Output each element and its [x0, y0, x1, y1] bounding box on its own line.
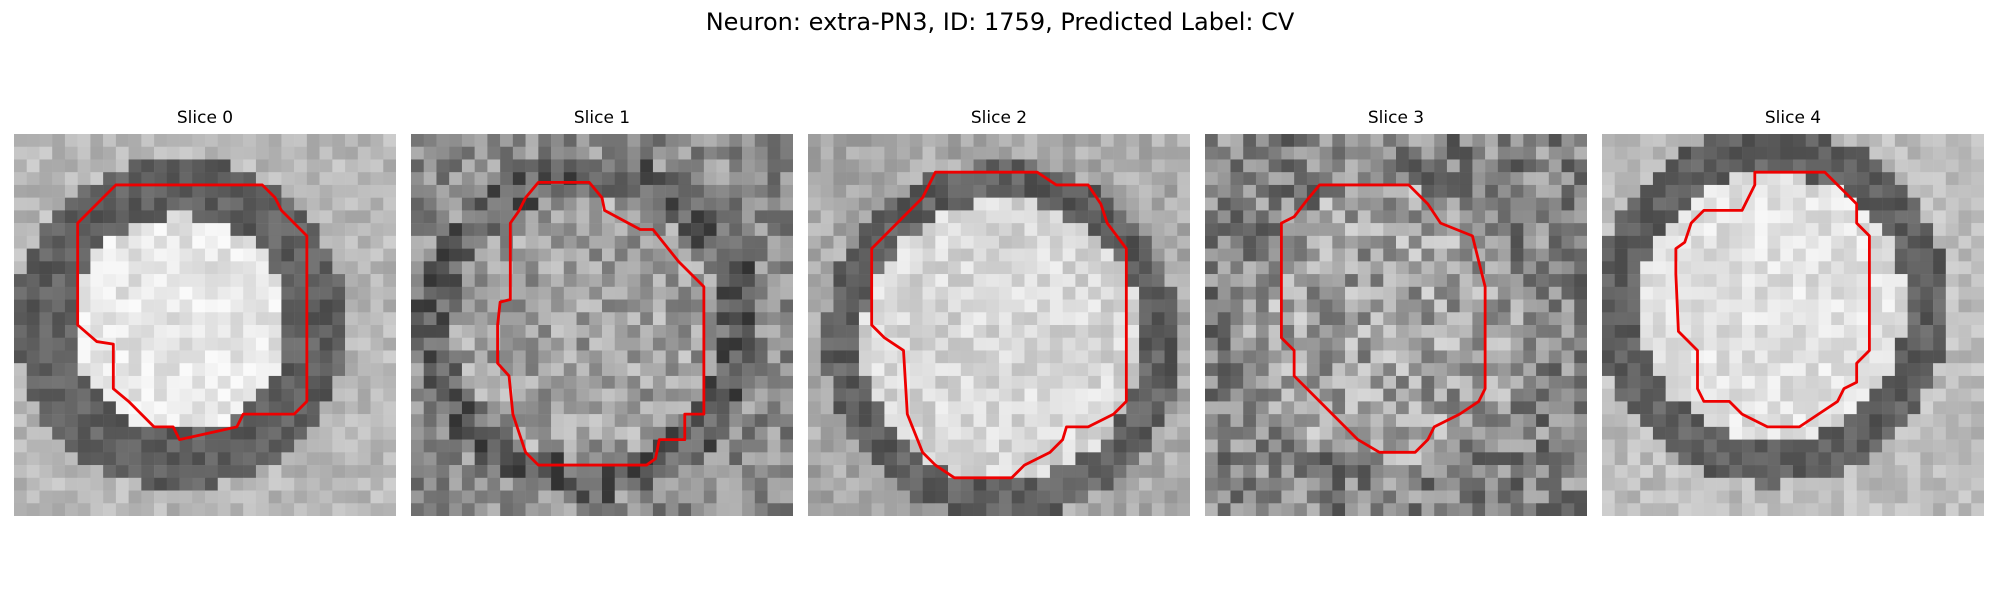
- slice-pixels: [1602, 134, 1984, 516]
- segmentation-contour: [1279, 183, 1487, 454]
- slice-2-image: [808, 134, 1190, 516]
- slice-0-image: [14, 134, 396, 516]
- slice-3-title: Slice 3: [1367, 108, 1425, 128]
- segmentation-contour: [76, 183, 309, 442]
- segmentation-contour: [870, 170, 1128, 480]
- figure-title: Neuron: extra-PN3, ID: 1759, Predicted L…: [705, 8, 1295, 36]
- slice-3-image: [1205, 134, 1587, 516]
- slice-pixels: [1205, 134, 1587, 516]
- slice-pixels: [411, 134, 793, 516]
- slice-panel-4: Slice 4: [1602, 108, 1984, 516]
- slice-panel-0: Slice 0: [14, 108, 396, 516]
- slice-4-image: [1602, 134, 1984, 516]
- slice-1-image: [411, 134, 793, 516]
- segmentation-contour: [496, 180, 706, 467]
- slice-pixels: [808, 134, 1190, 516]
- slice-pixels: [14, 134, 396, 516]
- slice-panel-2: Slice 2: [808, 108, 1190, 516]
- slice-0-title: Slice 0: [176, 108, 234, 128]
- segmentation-contour: [1674, 170, 1871, 429]
- slice-1-title: Slice 1: [573, 108, 631, 128]
- slice-panel-1: Slice 1: [411, 108, 793, 516]
- slice-4-title: Slice 4: [1764, 108, 1822, 128]
- slice-2-title: Slice 2: [970, 108, 1028, 128]
- slice-panel-3: Slice 3: [1205, 108, 1587, 516]
